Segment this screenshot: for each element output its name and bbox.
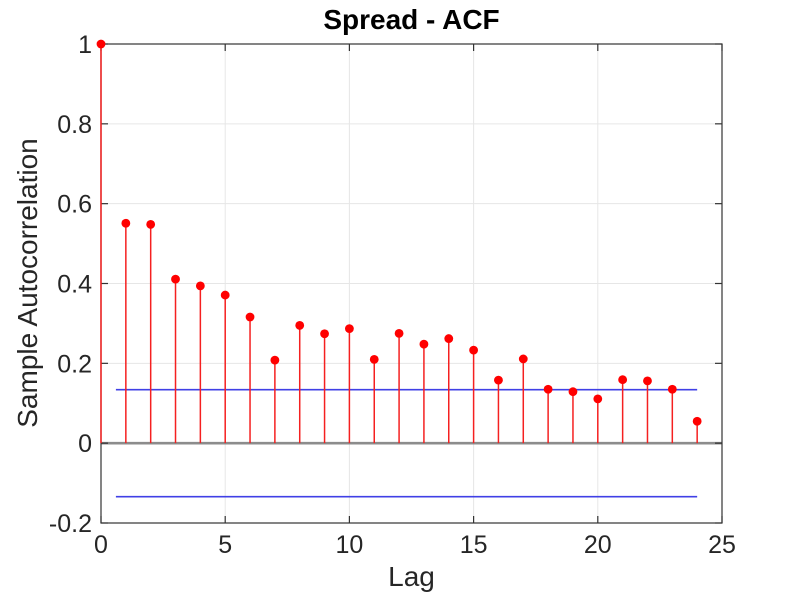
data-point-marker-lag-16 bbox=[494, 375, 503, 385]
x-tick-label-25: 25 bbox=[708, 531, 736, 559]
data-point-marker-lag-18 bbox=[543, 384, 553, 394]
chart-title: Spread - ACF bbox=[323, 4, 500, 35]
y-tick-label-0: 0 bbox=[78, 430, 92, 458]
data-point-marker-lag-17 bbox=[518, 354, 528, 364]
data-point-marker-lag-22 bbox=[643, 376, 652, 386]
data-point-marker-lag-19 bbox=[568, 387, 578, 397]
x-tick-label-10: 10 bbox=[335, 531, 363, 559]
y-tick-label-0.2: 0.2 bbox=[57, 350, 92, 378]
y-tick-label-0.8: 0.8 bbox=[57, 111, 92, 139]
y-tick-label--0.2: -0.2 bbox=[49, 510, 92, 538]
data-point-marker-lag-4 bbox=[195, 281, 205, 291]
data-point-marker-lag-24 bbox=[692, 416, 702, 426]
data-point-marker-lag-0 bbox=[96, 39, 106, 49]
data-point-marker-lag-2 bbox=[146, 220, 156, 229]
y-tick-label-0.4: 0.4 bbox=[57, 271, 92, 299]
x-axis-label: Lag bbox=[388, 561, 435, 592]
y-tick-label-0.6: 0.6 bbox=[57, 191, 92, 219]
x-tick-label-15: 15 bbox=[460, 531, 488, 559]
data-point-marker-lag-11 bbox=[369, 354, 379, 364]
y-tick-label-1: 1 bbox=[78, 31, 92, 59]
data-point-marker-lag-7 bbox=[270, 355, 280, 365]
data-point-marker-lag-6 bbox=[245, 312, 255, 322]
data-point-marker-lag-8 bbox=[295, 321, 305, 330]
y-axis-label: Sample Autocorrelation bbox=[12, 138, 43, 428]
data-point-marker-lag-10 bbox=[345, 324, 354, 334]
data-point-marker-lag-12 bbox=[394, 328, 404, 338]
x-tick-label-5: 5 bbox=[218, 531, 232, 559]
data-point-marker-lag-1 bbox=[121, 218, 131, 228]
data-point-marker-lag-23 bbox=[667, 384, 677, 394]
data-point-marker-lag-21 bbox=[618, 375, 628, 385]
data-point-marker-lag-5 bbox=[220, 290, 230, 300]
x-tick-label-0: 0 bbox=[94, 531, 108, 559]
data-point-marker-lag-20 bbox=[593, 394, 603, 404]
data-point-marker-lag-14 bbox=[444, 334, 454, 343]
data-point-marker-lag-9 bbox=[320, 329, 329, 339]
data-point-marker-lag-13 bbox=[419, 339, 429, 349]
data-point-marker-lag-15 bbox=[469, 345, 478, 355]
x-tick-label-20: 20 bbox=[584, 531, 612, 559]
data-point-marker-lag-3 bbox=[171, 274, 180, 284]
